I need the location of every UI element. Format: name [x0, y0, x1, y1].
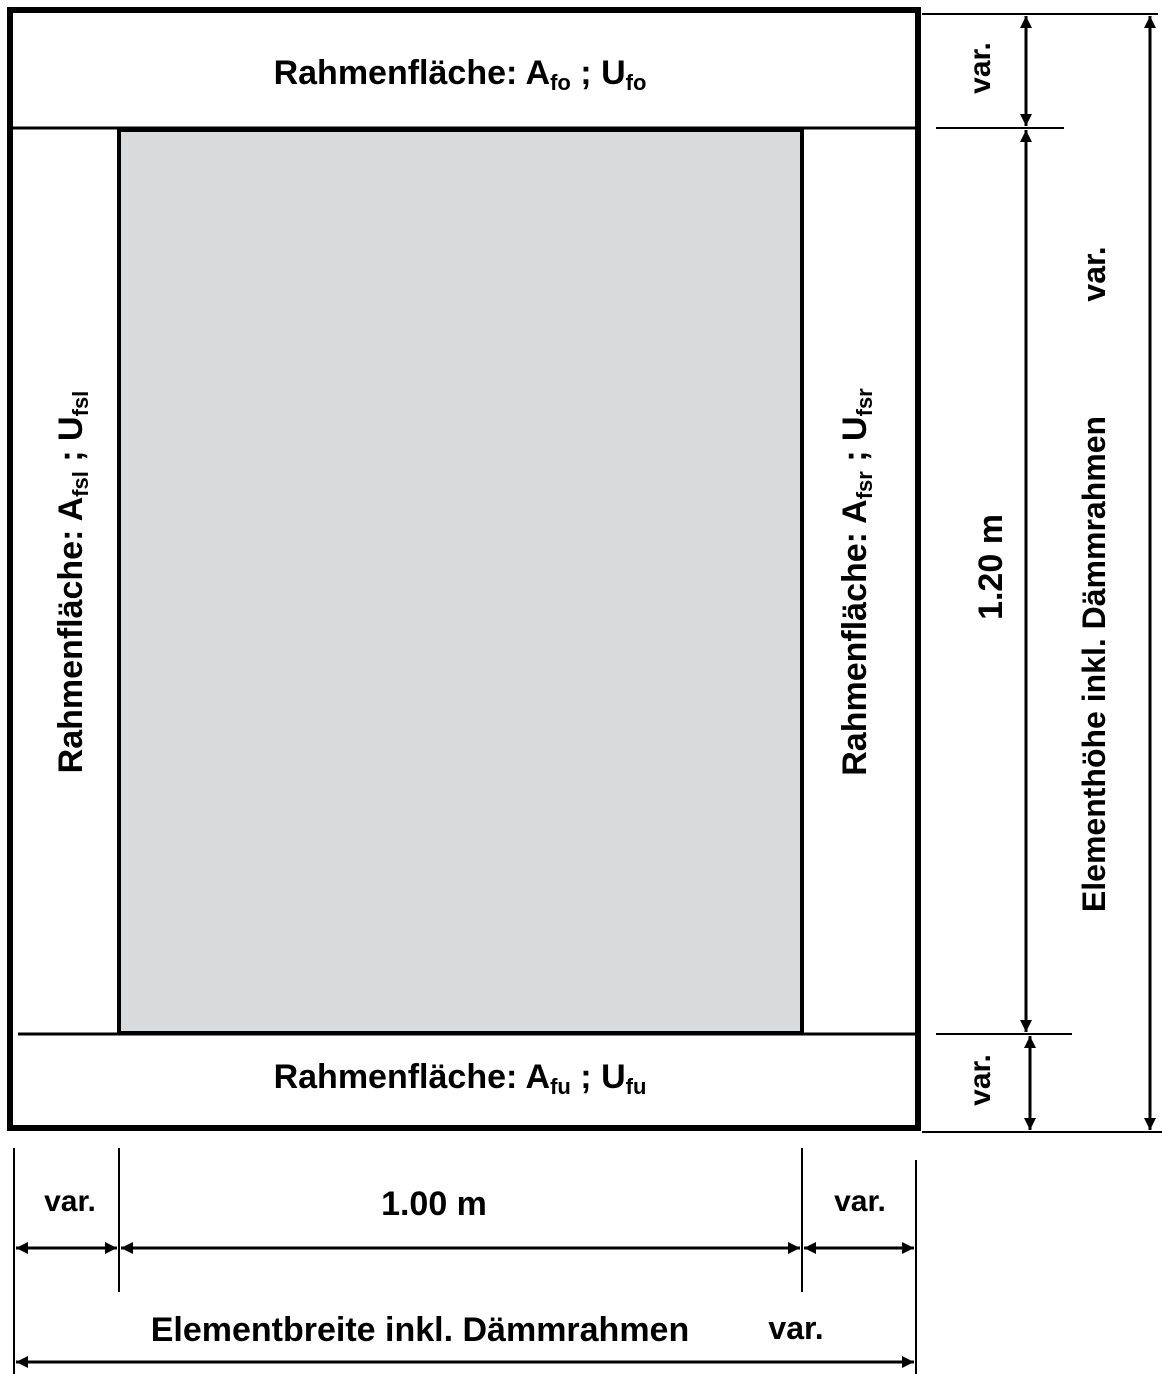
right-frame-sep: ;	[836, 441, 874, 471]
bottom-frame-a: A	[526, 1058, 551, 1096]
left-frame-a-sub: fsl	[68, 471, 93, 497]
right-frame-a-sub: fsr	[852, 471, 877, 500]
top-frame-u: U	[601, 54, 626, 92]
width-glass-label: 1.00 m	[381, 1185, 487, 1223]
bottom-frame-text: Rahmenfläche:	[274, 1058, 526, 1096]
height-total-label: Elementhöhe inkl. Dämmrahmen	[1076, 416, 1112, 912]
width-total-label: Elementbreite inkl. Dämmrahmen	[151, 1311, 690, 1349]
height-glass-label: 1.20 m	[972, 514, 1010, 620]
bottom-frame-a-sub: fu	[550, 1074, 571, 1099]
top-frame-sep: ;	[571, 54, 601, 92]
right-frame-u-sub: fsr	[852, 388, 877, 417]
height-total-var-label: var.	[1076, 246, 1112, 301]
bottom-frame-u: U	[601, 1058, 626, 1096]
bottom-frame-u-sub: fu	[626, 1074, 647, 1099]
left-frame-text: Rahmenfläche:	[52, 521, 90, 773]
height-bottom-var-label: var.	[964, 1054, 997, 1106]
right-frame-u: U	[836, 416, 874, 441]
top-frame-a: A	[526, 54, 551, 92]
top-frame-a-sub: fo	[550, 70, 571, 95]
left-frame-a: A	[52, 497, 90, 522]
top-frame-label: Rahmenfläche: Afo ; Ufo	[274, 54, 647, 95]
bottom-frame-sep: ;	[571, 1058, 601, 1096]
height-top-var-label: var.	[964, 42, 997, 94]
top-frame-text: Rahmenfläche:	[274, 54, 526, 92]
left-frame-sep: ;	[52, 441, 90, 471]
width-right-var-label: var.	[834, 1185, 886, 1218]
width-total-var-label: var.	[768, 1310, 823, 1346]
right-frame-a: A	[836, 499, 874, 524]
glass-pane	[117, 128, 804, 1035]
left-frame-u: U	[52, 416, 90, 441]
right-frame-text: Rahmenfläche:	[836, 524, 874, 776]
right-frame-label: Rahmenfläche: Afsr ; Ufsr	[836, 388, 877, 776]
width-left-var-label: var.	[44, 1185, 96, 1218]
top-frame-u-sub: fo	[626, 70, 647, 95]
bottom-frame-label: Rahmenfläche: Afu ; Ufu	[274, 1058, 647, 1099]
left-frame-u-sub: fsl	[68, 391, 93, 417]
left-frame-label: Rahmenfläche: Afsl ; Ufsl	[52, 391, 93, 774]
